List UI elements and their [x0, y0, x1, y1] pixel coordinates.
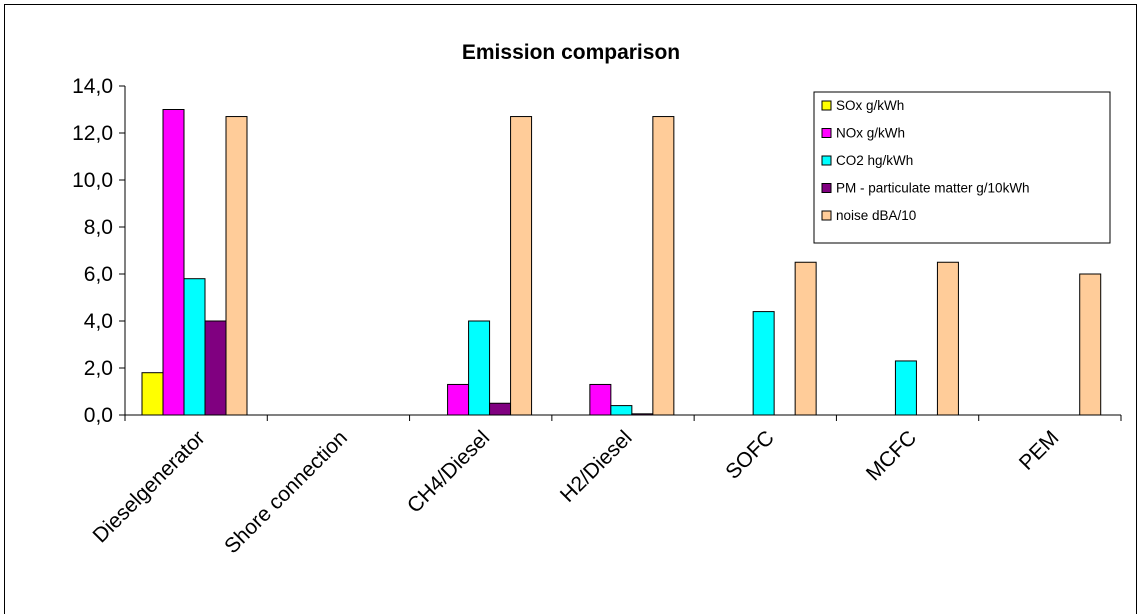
bar: [589, 383, 612, 416]
x-category-label: Dieselgenerator: [89, 426, 210, 547]
legend-swatch: [821, 128, 832, 138]
bar: [141, 372, 164, 416]
bar: [162, 109, 185, 416]
bar: [794, 261, 817, 416]
x-category-label: CH4/Diesel: [403, 426, 494, 517]
y-tick-label: 10,0: [72, 169, 113, 192]
legend-swatch: [821, 155, 832, 166]
legend-label: noise dBA/10: [836, 208, 916, 223]
chart-title: Emission comparison: [462, 41, 680, 64]
y-tick-label: 2,0: [84, 357, 113, 380]
legend-label: SOx g/kWh: [836, 98, 904, 113]
legend-label: PM - particulate matter g/10kWh: [836, 181, 1030, 196]
y-tick-label: 0,0: [84, 404, 113, 427]
legend-label: NOx g/kWh: [836, 126, 905, 141]
y-tick-label: 6,0: [84, 263, 113, 286]
y-tick-label: 12,0: [72, 122, 113, 145]
bar: [468, 320, 491, 416]
bar: [183, 278, 206, 416]
emission-chart: Emission comparison 0,0 2,0 4,0 6,0 8,0 10,0 1…: [72, 41, 1122, 558]
bar: [610, 405, 633, 416]
y-tick-label: 14,0: [72, 75, 113, 98]
bar: [894, 360, 917, 416]
legend-box: [813, 91, 1111, 244]
chart-area: Emission comparison 0,0 2,0 4,0 6,0 8,0 10,0 1…: [4, 4, 1137, 614]
bar: [204, 320, 227, 416]
legend-swatch: [821, 210, 832, 221]
legend-label: CO2 hg/kWh: [836, 153, 913, 168]
y-tick-label: 4,0: [84, 310, 113, 333]
bars: [141, 109, 1102, 416]
bar: [225, 116, 248, 416]
bar: [652, 116, 675, 416]
bar: [447, 383, 470, 416]
bar: [489, 402, 512, 416]
x-category-label: Shore connection: [220, 426, 352, 558]
y-tick-label: 8,0: [84, 216, 113, 239]
x-category-label: SOFC: [721, 426, 779, 484]
bar: [1079, 273, 1102, 416]
legend: SOx g/kWh NOx g/kWh CO2 hg/kWh PM - particu…: [813, 91, 1111, 244]
bar: [936, 261, 959, 416]
x-category-label: MCFC: [862, 426, 921, 485]
bar: [510, 116, 533, 416]
legend-swatch: [821, 100, 832, 111]
legend-swatch: [821, 183, 832, 193]
bar: [752, 311, 775, 416]
x-category-label: PEM: [1015, 426, 1063, 474]
x-category-label: H2/Diesel: [556, 426, 637, 507]
bar: [631, 413, 654, 416]
